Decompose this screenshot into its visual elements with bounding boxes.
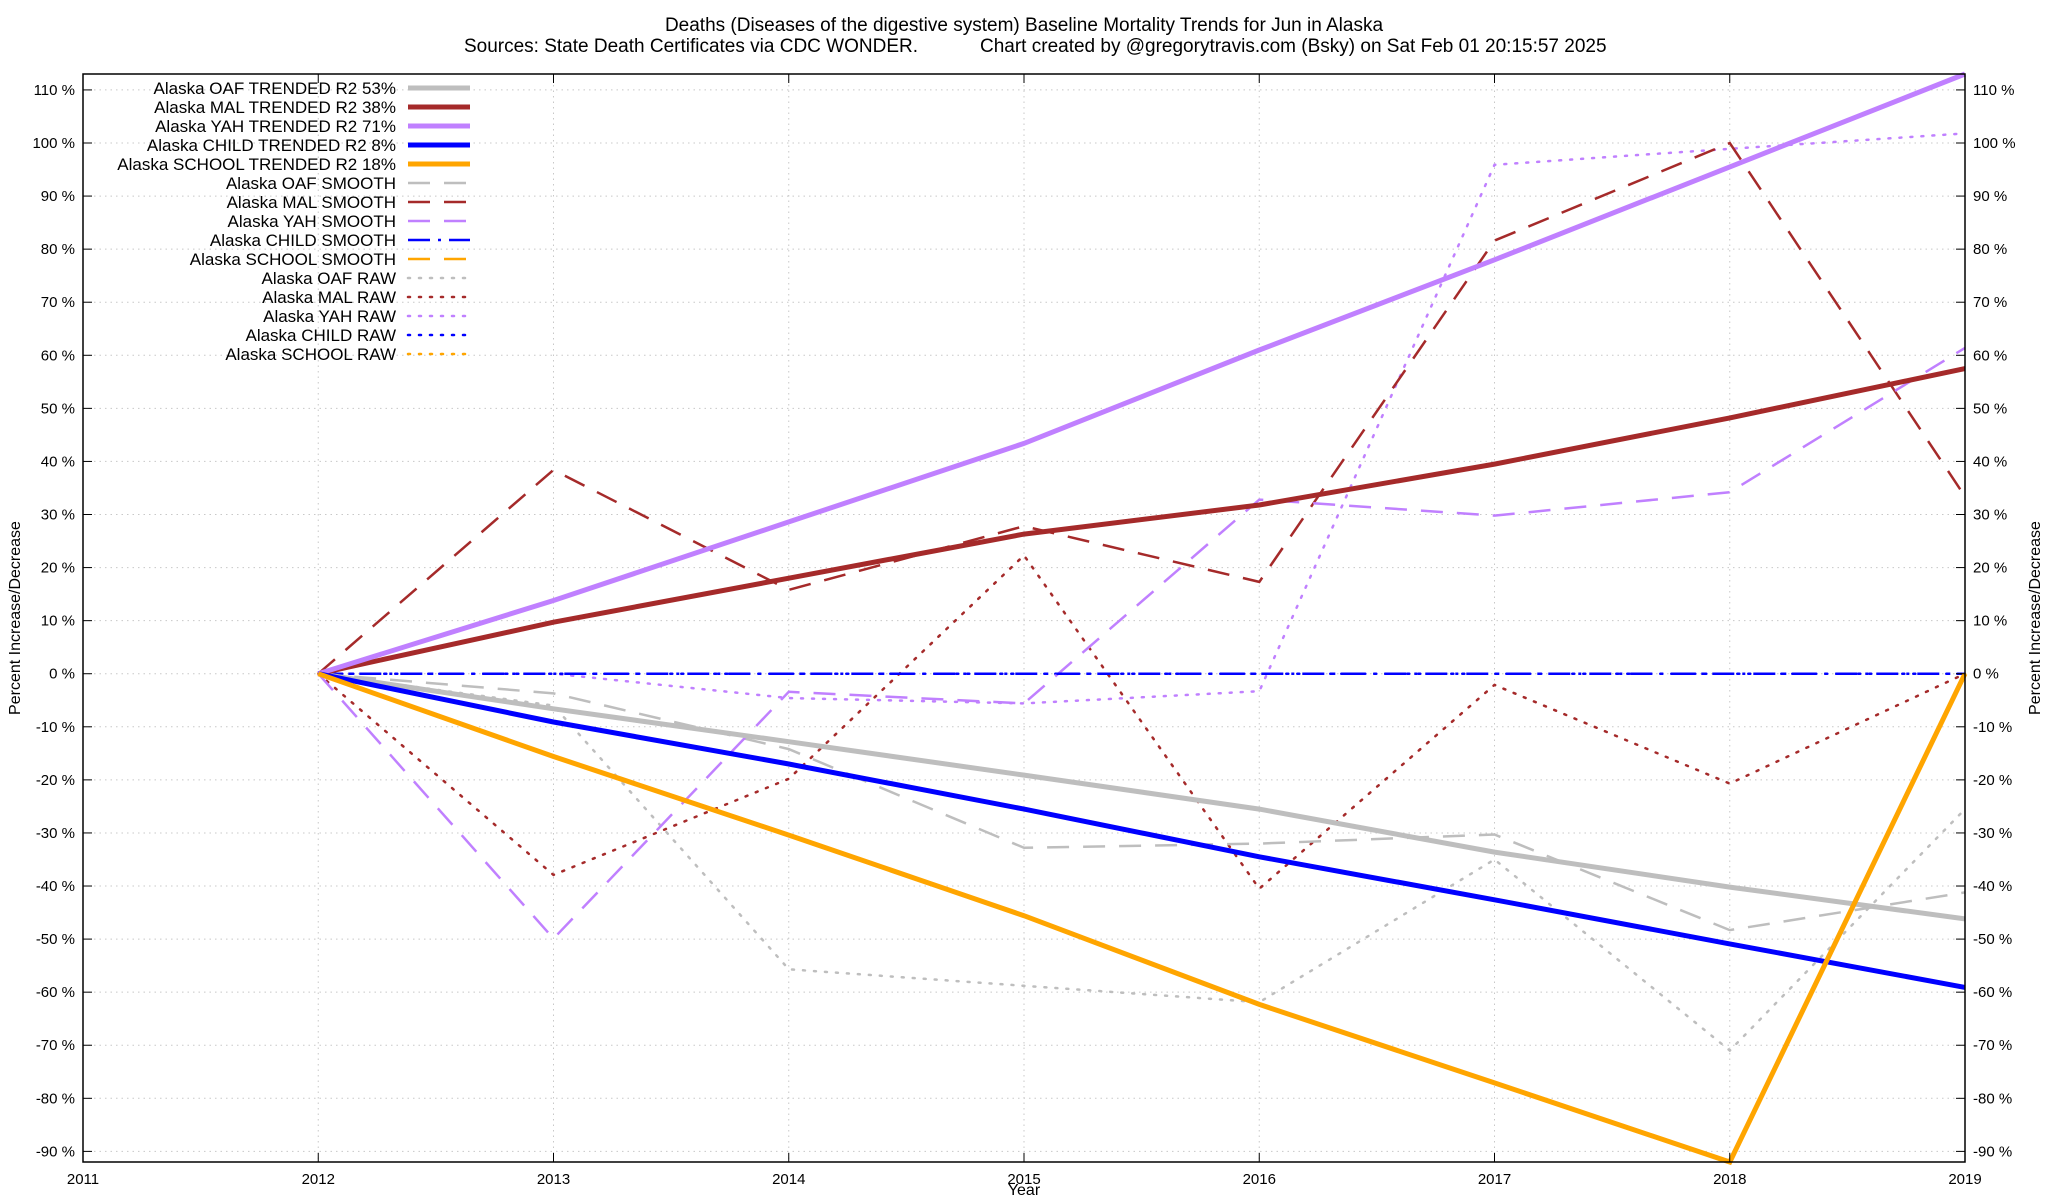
y-tick-label-right: -30 % <box>1973 825 2012 842</box>
y-tick-label-left: 90 % <box>41 188 75 205</box>
y-tick-label-left: -20 % <box>36 772 75 789</box>
series-line-trended <box>317 366 1966 677</box>
legend-label: Alaska MAL SMOOTH <box>227 193 396 212</box>
series-line-smooth <box>318 672 1966 932</box>
y-axis-label-left: Percent Increase/Decrease <box>7 521 24 715</box>
legend-label: Alaska OAF RAW <box>262 269 396 288</box>
y-tick-label-right: 110 % <box>1973 82 2014 99</box>
y-tick-label-right: -40 % <box>1973 878 2012 895</box>
y-tick-label-left: -10 % <box>36 719 75 736</box>
y-tick-label-right: 50 % <box>1973 400 2007 417</box>
series-layer <box>317 71 1968 1166</box>
legend-label: Alaska CHILD TRENDED R2 8% <box>147 136 396 155</box>
series-line-raw <box>317 553 1967 891</box>
legend-label: Alaska SCHOOL RAW <box>225 345 396 364</box>
y-tick-label-left: 50 % <box>41 400 75 417</box>
y-tick-label-right: 30 % <box>1973 507 2007 524</box>
y-tick-label-right: -70 % <box>1973 1037 2012 1054</box>
y-tick-label-right: 10 % <box>1973 613 2007 630</box>
y-tick-label-left: 10 % <box>41 613 75 630</box>
y-tick-label-right: -10 % <box>1973 719 2012 736</box>
legend-label: Alaska YAH RAW <box>263 307 396 326</box>
series-line-smooth <box>317 141 1967 675</box>
y-tick-label-right: -20 % <box>1973 772 2012 789</box>
x-tick-label: 2011 <box>67 1171 99 1188</box>
y-tick-label-right: -50 % <box>1973 931 2012 948</box>
y-tick-label-right: 90 % <box>1973 188 2007 205</box>
y-tick-label-left: -30 % <box>36 825 75 842</box>
x-tick-label: 2017 <box>1478 1171 1511 1188</box>
legend-label: Alaska MAL TRENDED R2 38% <box>154 98 396 117</box>
y-tick-label-left: 30 % <box>41 507 75 524</box>
series-line-smooth <box>317 346 1966 941</box>
y-tick-label-right: 70 % <box>1973 294 2007 311</box>
y-tick-label-left: -70 % <box>36 1037 75 1054</box>
y-tick-label-left: 110 % <box>34 82 75 99</box>
legend-label: Alaska CHILD SMOOTH <box>210 231 396 250</box>
y-tick-label-left: -50 % <box>36 931 75 948</box>
chart-subtitle-left: Sources: State Death Certificates via CD… <box>464 36 918 57</box>
y-tick-label-left: 20 % <box>41 560 75 577</box>
y-tick-label-left: -60 % <box>36 984 75 1001</box>
y-tick-label-right: 0 % <box>1973 666 1999 683</box>
y-tick-label-right: 100 % <box>1973 135 2016 152</box>
x-tick-label: 2019 <box>1948 1171 1981 1188</box>
legend-label: Alaska OAF SMOOTH <box>226 174 396 193</box>
legend-label: Alaska YAH SMOOTH <box>228 212 396 231</box>
legend: Alaska OAF TRENDED R2 53%Alaska MAL TREN… <box>117 79 472 364</box>
series-line-trended <box>317 671 1968 1166</box>
y-tick-label-right: -60 % <box>1973 984 2012 1001</box>
y-tick-label-left: 60 % <box>41 347 75 364</box>
y-axis-label-right: Percent Increase/Decrease <box>2027 521 2044 715</box>
y-tick-label-right: -80 % <box>1973 1090 2012 1107</box>
x-tick-label: 2016 <box>1243 1171 1276 1188</box>
y-tick-label-left: -40 % <box>36 878 75 895</box>
y-tick-label-left: -80 % <box>36 1090 75 1107</box>
x-tick-label: 2013 <box>537 1171 570 1188</box>
series-line-trended <box>317 671 1966 922</box>
y-tick-label-left: 70 % <box>41 294 75 311</box>
series-line-raw <box>317 132 1967 705</box>
legend-label: Alaska CHILD RAW <box>245 326 396 345</box>
y-tick-label-right: -90 % <box>1973 1143 2012 1160</box>
series-line-trended <box>317 671 1966 990</box>
legend-label: Alaska OAF TRENDED R2 53% <box>154 79 396 98</box>
y-tick-label-right: 20 % <box>1973 560 2007 577</box>
y-tick-label-right: 60 % <box>1973 347 2007 364</box>
chart-subtitle-right: Chart created by @gregorytravis.com (Bsk… <box>980 36 1607 57</box>
legend-label: Alaska SCHOOL TRENDED R2 18% <box>117 155 396 174</box>
series-line-raw <box>317 672 1967 1053</box>
y-tick-label-left: 80 % <box>41 241 75 258</box>
legend-label: Alaska MAL RAW <box>262 288 396 307</box>
legend-label: Alaska SCHOOL SMOOTH <box>190 250 396 269</box>
legend-label: Alaska YAH TRENDED R2 71% <box>155 117 396 136</box>
y-tick-label-left: 0 % <box>49 666 75 683</box>
chart-title: Deaths (Diseases of the digestive system… <box>665 15 1384 36</box>
y-tick-label-left: 100 % <box>32 135 75 152</box>
y-tick-label-right: 40 % <box>1973 453 2007 470</box>
y-tick-label-left: 40 % <box>41 453 75 470</box>
x-tick-label: 2012 <box>302 1171 335 1188</box>
x-tick-label: 2015 <box>1007 1171 1040 1188</box>
x-tick-label: 2014 <box>772 1171 805 1188</box>
y-tick-label-left: -90 % <box>36 1143 75 1160</box>
y-tick-label-right: 80 % <box>1973 241 2007 258</box>
x-axis-label: Year <box>1008 1182 1041 1199</box>
tick-layer: -90 % -90 % -80 % -80 % -70 % -70 % -60 % -60 %… <box>32 74 2016 1188</box>
series-line-trended <box>317 71 1966 677</box>
x-tick-label: 2018 <box>1713 1171 1746 1188</box>
